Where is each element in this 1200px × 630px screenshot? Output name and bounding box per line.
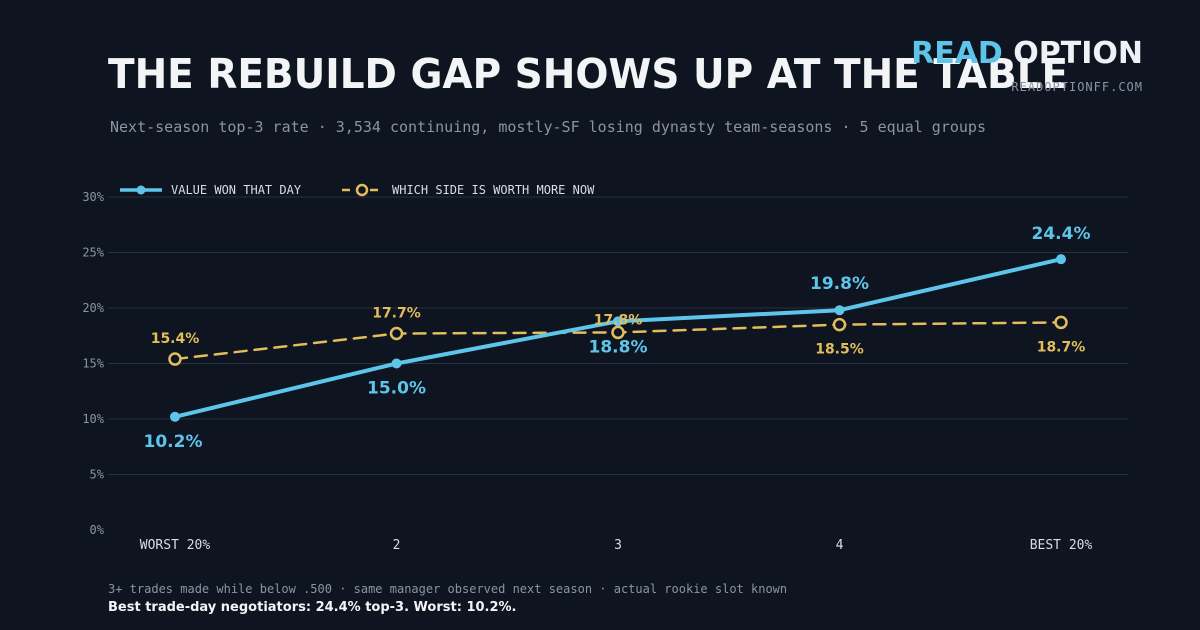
brand-name-part1: READ (911, 36, 1003, 71)
chart-subtitle: Next-season top-3 rate · 3,534 continuin… (110, 118, 986, 136)
y-tick-label: 30% (82, 190, 104, 204)
brand-name-part2: OPTION (1013, 36, 1143, 71)
footnote: 3+ trades made while below .500 · same m… (108, 582, 788, 596)
data-label-worth-more: 17.8% (594, 312, 643, 328)
data-point-value-won (170, 411, 180, 422)
x-tick-label: WORST 20% (140, 538, 211, 553)
data-point-value-won (1056, 254, 1066, 265)
chart-legend: VALUE WON THAT DAY WHICH SIDE IS WORTH MO… (120, 183, 595, 197)
data-point-value-won (391, 358, 402, 369)
data-label-value-won: 24.4% (1032, 224, 1091, 244)
brand-url: READOPTIONFF.COM (1011, 80, 1143, 94)
data-point-worth-more (389, 326, 404, 341)
y-tick-label: 10% (82, 412, 104, 426)
y-tick-label: 25% (82, 246, 104, 260)
legend-marker-worth-more (355, 183, 369, 197)
data-point-worth-more (611, 325, 625, 340)
y-tick-label: 0% (90, 523, 105, 537)
data-label-value-won: 10.2% (144, 432, 203, 452)
x-axis-labels: WORST 20% 2 3 4 BEST 20% (140, 538, 1093, 553)
data-label-worth-more: 15.4% (151, 331, 200, 347)
legend-label-value-won: VALUE WON THAT DAY (171, 183, 302, 197)
y-axis-labels: 0% 5% 10% 15% 20% 25% 30% (82, 190, 104, 537)
y-tick-label: 5% (90, 468, 105, 482)
data-label-worth-more: 18.7% (1037, 339, 1086, 355)
data-point-value-won (613, 316, 623, 327)
data-label-value-won: 19.8% (810, 274, 869, 294)
data-label-value-won: 15.0% (367, 379, 426, 399)
data-label-worth-more: 18.5% (815, 342, 864, 358)
y-tick-label: 20% (82, 301, 104, 315)
data-point-value-won (834, 305, 845, 316)
chart-series (168, 254, 1068, 422)
data-point-worth-more (168, 352, 182, 366)
x-tick-label: BEST 20% (1030, 538, 1093, 553)
legend-marker-value-won (136, 185, 146, 195)
chart-title: THE REBUILD GAP SHOWS UP AT THE TABLE (108, 50, 1069, 98)
data-point-worth-more (832, 317, 847, 332)
x-tick-label: 2 (393, 538, 401, 553)
legend-label-worth-more: WHICH SIDE IS WORTH MORE NOW (392, 183, 595, 197)
data-labels: 10.2% 15.0% 18.8% 19.8% 24.4% 15.4% 17.7% 17.8%… (144, 224, 1091, 452)
y-tick-label: 15% (82, 357, 104, 371)
data-label-worth-more: 17.7% (372, 306, 421, 322)
data-label-value-won: 18.8% (589, 337, 648, 357)
takeaway: Best trade-day negotiators: 24.4% top-3.… (108, 600, 517, 615)
x-tick-label: 4 (836, 538, 844, 553)
chart-grid (108, 196, 1128, 475)
x-tick-label: 3 (614, 538, 622, 553)
data-point-worth-more (1054, 315, 1068, 330)
brand-logo: READ OPTION (911, 36, 1143, 71)
